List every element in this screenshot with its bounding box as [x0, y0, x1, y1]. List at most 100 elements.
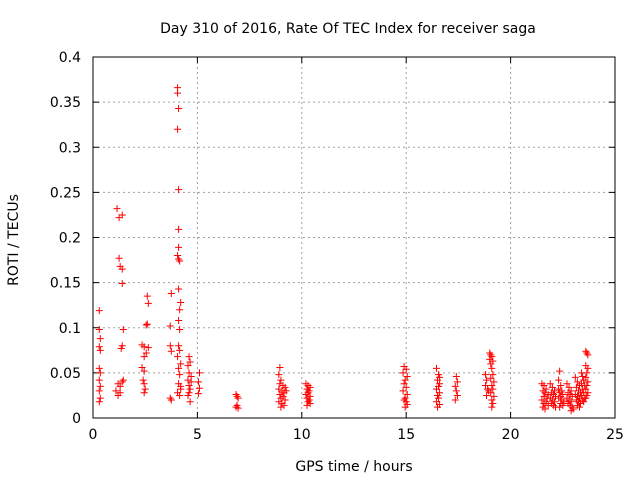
data-point-marker: [186, 358, 194, 366]
data-point-marker: [140, 353, 148, 361]
data-point-marker: [538, 396, 546, 404]
data-point-marker: [95, 326, 103, 334]
data-point-marker: [451, 382, 459, 390]
data-point-marker: [540, 400, 548, 408]
data-point-marker: [118, 378, 126, 386]
data-point-marker: [95, 398, 103, 406]
data-point-marker: [143, 292, 151, 300]
data-point-marker: [142, 349, 150, 357]
data-point-marker: [96, 346, 104, 354]
data-point-marker: [185, 369, 193, 377]
data-point-marker: [578, 380, 586, 388]
data-point-marker: [550, 387, 558, 395]
data-point-marker: [546, 380, 554, 388]
data-point-marker: [167, 347, 175, 355]
data-point-marker: [176, 306, 184, 314]
data-point-marker: [276, 391, 284, 399]
data-point-marker: [276, 380, 284, 388]
data-point-marker: [175, 104, 183, 112]
data-points: [95, 84, 592, 415]
data-point-marker: [95, 387, 103, 395]
data-point-marker: [403, 391, 411, 399]
data-point-marker: [556, 389, 564, 397]
data-point-marker: [177, 382, 185, 390]
data-point-marker: [488, 403, 496, 411]
data-point-marker: [306, 400, 314, 408]
data-point-marker: [489, 371, 497, 379]
data-point-marker: [306, 392, 314, 400]
data-point-marker: [184, 362, 192, 370]
data-point-marker: [195, 369, 203, 377]
data-point-marker: [140, 389, 148, 397]
y-tick-label: 0.25: [50, 185, 81, 201]
y-tick-label: 0.4: [59, 50, 81, 66]
data-point-marker: [138, 363, 146, 371]
data-point-marker: [232, 391, 240, 399]
data-point-marker: [177, 360, 185, 368]
data-point-marker: [167, 289, 175, 297]
data-point-marker: [401, 403, 409, 411]
data-point-marker: [233, 392, 241, 400]
data-point-marker: [175, 243, 183, 251]
data-point-marker: [582, 347, 590, 355]
data-point-marker: [144, 344, 152, 352]
data-point-marker: [573, 378, 581, 386]
data-point-marker: [540, 382, 548, 390]
data-point-marker: [174, 252, 182, 260]
data-point-marker: [489, 400, 497, 408]
data-point-marker: [453, 391, 461, 399]
data-point-marker: [195, 384, 203, 392]
data-point-marker: [96, 369, 104, 377]
data-point-marker: [194, 390, 202, 398]
data-point-marker: [555, 394, 563, 402]
data-point-marker: [580, 398, 588, 406]
data-point-marker: [176, 371, 184, 379]
data-point-marker: [117, 345, 125, 353]
data-point-marker: [167, 396, 175, 404]
data-point-marker: [175, 255, 183, 263]
data-point-marker: [584, 378, 592, 386]
data-point-marker: [174, 353, 182, 361]
data-point-marker: [305, 396, 313, 404]
data-point-marker: [184, 376, 192, 384]
data-point-marker: [113, 205, 121, 213]
y-tick-label: 0.05: [50, 366, 81, 382]
data-point-marker: [482, 382, 490, 390]
data-point-marker: [177, 298, 185, 306]
data-point-marker: [432, 364, 440, 372]
data-point-marker: [116, 382, 124, 390]
x-tick-label: 20: [502, 427, 520, 443]
x-axis-label: GPS time / hours: [295, 459, 412, 475]
data-point-marker: [276, 363, 284, 371]
data-point-marker: [303, 401, 311, 409]
data-point-marker: [452, 387, 460, 395]
data-point-marker: [140, 367, 148, 375]
data-point-marker: [400, 380, 408, 388]
chart-title: Day 310 of 2016, Rate Of TEC Index for r…: [160, 21, 536, 37]
data-point-marker: [141, 385, 149, 393]
data-point-marker: [582, 385, 590, 393]
data-point-marker: [483, 376, 491, 384]
data-point-marker: [95, 307, 103, 315]
data-point-marker: [487, 351, 495, 359]
data-point-marker: [565, 383, 573, 391]
data-point-marker: [434, 403, 442, 411]
data-point-marker: [185, 353, 193, 361]
data-point-marker: [139, 376, 147, 384]
data-point-marker: [567, 387, 575, 395]
y-axis-tick-labels: 0 0.05 0.1 0.15 0.2 0.25 0.3 0.35 0.4: [50, 50, 81, 427]
data-point-marker: [489, 385, 497, 393]
data-point-marker: [541, 389, 549, 397]
data-point-marker: [577, 400, 585, 408]
data-point-marker: [579, 372, 587, 380]
data-point-marker: [576, 403, 584, 411]
y-tick-label: 0.1: [59, 321, 81, 337]
data-point-marker: [281, 383, 289, 391]
x-tick-label: 0: [89, 427, 98, 443]
data-point-marker: [434, 376, 442, 384]
data-point-marker: [275, 385, 283, 393]
data-point-marker: [175, 342, 183, 350]
data-point-marker: [115, 254, 123, 262]
